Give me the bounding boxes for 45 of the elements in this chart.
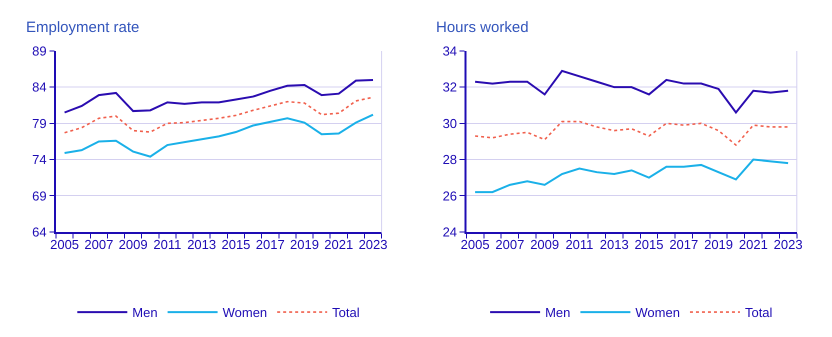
x-tick-label: 2007 — [84, 237, 114, 252]
x-tick-label: 2013 — [600, 237, 629, 252]
x-tick-label: 2017 — [669, 237, 698, 252]
line-series — [474, 120, 789, 146]
legend-label: Men — [545, 305, 570, 320]
y-tick-label: 32 — [442, 80, 458, 95]
x-tick-label: 2007 — [495, 237, 524, 252]
x-tick-label: 2015 — [221, 237, 250, 252]
x-tick-label: 2011 — [153, 237, 182, 252]
x-tick-label: 2021 — [324, 237, 354, 252]
chart-title: Hours worked — [436, 19, 529, 36]
y-tick-label: 74 — [32, 152, 47, 168]
line-series — [64, 78, 374, 114]
x-tick-label: 2021 — [738, 237, 768, 252]
y-tick-label: 30 — [442, 116, 458, 131]
legend-label: Total — [332, 305, 360, 320]
x-tick-label: 2015 — [634, 237, 664, 252]
legend-label: Women — [222, 305, 268, 320]
chart-title: Employment rate — [26, 19, 140, 36]
line-series — [64, 114, 374, 158]
x-tick-label: 2017 — [256, 237, 285, 252]
x-tick-label: 2009 — [118, 237, 148, 252]
line-series — [474, 70, 790, 114]
x-tick-label: 2019 — [290, 237, 319, 252]
y-tick-label: 69 — [32, 188, 47, 204]
y-tick-label: 24 — [442, 224, 458, 240]
x-tick-label: 2023 — [358, 237, 388, 252]
line-series — [474, 158, 790, 194]
legend-label: Women — [635, 305, 680, 320]
x-tick-label: 2005 — [50, 237, 80, 252]
legend-label: Total — [744, 305, 773, 320]
y-tick-label: 79 — [32, 116, 47, 131]
y-tick-label: 34 — [442, 44, 458, 59]
y-tick-label: 84 — [32, 80, 47, 95]
y-tick-label: 26 — [442, 188, 458, 204]
x-tick-label: 2023 — [774, 237, 803, 252]
y-tick-label: 64 — [32, 224, 47, 240]
y-tick-label: 28 — [442, 152, 458, 168]
x-tick-label: 2019 — [704, 237, 734, 252]
x-tick-label: 2005 — [460, 237, 490, 252]
legend-label: Men — [132, 305, 158, 320]
y-tick-label: 89 — [32, 44, 47, 59]
x-tick-label: 2013 — [187, 237, 216, 252]
x-tick-label: 2011 — [565, 237, 594, 252]
x-tick-label: 2009 — [530, 237, 560, 252]
